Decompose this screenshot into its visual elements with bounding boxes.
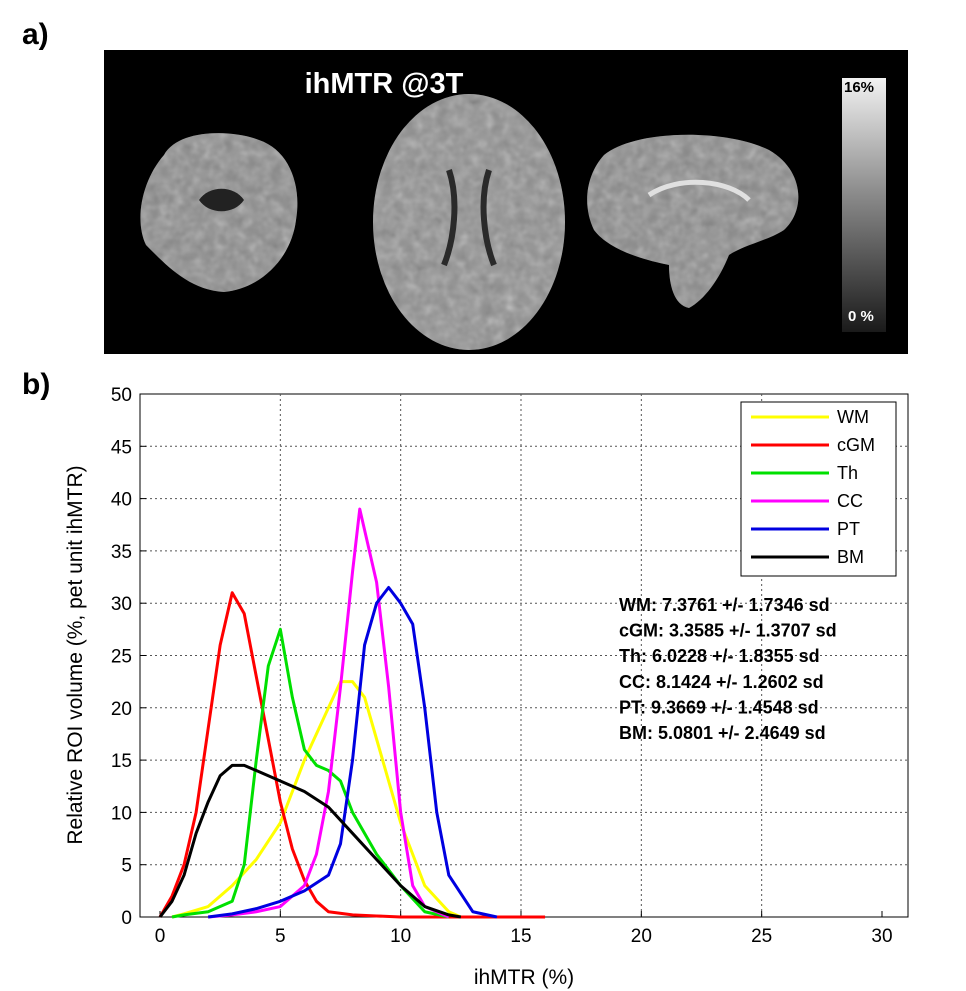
- y-tick-label: 15: [111, 751, 132, 772]
- series-line-pt: [207, 586, 498, 919]
- y-tick-label: 45: [111, 437, 132, 458]
- y-tick-label: 10: [111, 803, 132, 824]
- y-tick-label: 50: [111, 385, 132, 406]
- stat-annotation: cGM: 3.3585 +/- 1.3707 sd: [619, 621, 837, 641]
- x-tick-label: 5: [275, 926, 286, 947]
- legend-label-wm: WM: [837, 407, 869, 427]
- stat-annotation: CC: 8.1424 +/- 1.2602 sd: [619, 672, 824, 692]
- legend-label-cgm: cGM: [837, 435, 875, 455]
- y-axis-title: Relative ROI volume (%, pet unit ihMTR): [64, 465, 87, 844]
- colorbar: [842, 78, 886, 332]
- legend-label-bm: BM: [837, 547, 864, 567]
- panel-label-a: a): [22, 18, 49, 51]
- x-tick-label: 25: [751, 926, 772, 947]
- y-tick-label: 5: [121, 856, 132, 877]
- colorbar-min-label: 0 %: [848, 308, 874, 325]
- series-line-wm: [171, 680, 462, 919]
- colorbar-max-label: 16%: [844, 79, 875, 96]
- histogram-chart: 0 5 10 15 20 25 30 0 5 10 15 20 25 30 35 40 45 50 ihMTR (…: [64, 385, 909, 989]
- x-axis-title: ihMTR (%): [474, 966, 574, 989]
- stat-annotation: WM: 7.3761 +/- 1.7346 sd: [619, 595, 830, 615]
- coronal-slice: [140, 133, 298, 292]
- stats-annotations: WM: 7.3761 +/- 1.7346 sd cGM: 3.3585 +/- …: [619, 595, 837, 743]
- image-title: ihMTR @3T: [304, 68, 464, 100]
- legend-label-th: Th: [837, 463, 858, 483]
- x-tick-label: 0: [155, 926, 166, 947]
- brain-slices: [140, 94, 799, 350]
- stat-annotation: Th: 6.0228 +/- 1.8355 sd: [619, 646, 820, 666]
- legend-label-pt: PT: [837, 519, 860, 539]
- series-line-cc: [208, 507, 450, 919]
- y-tick-label: 0: [121, 908, 132, 929]
- y-tick-label: 35: [111, 542, 132, 563]
- axial-slice: [373, 94, 565, 350]
- legend-label-cc: CC: [837, 491, 863, 511]
- series-line-bm: [158, 763, 462, 919]
- stat-annotation: BM: 5.0801 +/- 2.4649 sd: [619, 723, 826, 743]
- y-tick-label: 25: [111, 647, 132, 668]
- brain-image-panel: ihMTR @3T 16% 0 %: [104, 50, 908, 354]
- legend: WM cGM Th CC PT BM: [740, 401, 897, 577]
- x-tick-label: 30: [871, 926, 892, 947]
- panel-label-b: b): [22, 368, 51, 401]
- x-tick-label: 20: [631, 926, 652, 947]
- y-tick-label: 40: [111, 490, 132, 511]
- series-line-th: [171, 627, 450, 919]
- sagittal-slice: [587, 134, 799, 308]
- x-tick-label: 15: [510, 926, 531, 947]
- y-tick-label: 30: [111, 594, 132, 615]
- stat-annotation: PT: 9.3669 +/- 1.4548 sd: [619, 697, 819, 717]
- x-tick-label: 10: [390, 926, 411, 947]
- series-lines: [158, 507, 546, 919]
- y-tick-label: 20: [111, 699, 132, 720]
- axis-ticks: 0 5 10 15 20 25 30 0 5 10 15 20 25 30 35 40 45 50: [111, 385, 893, 947]
- legend-box: [740, 401, 897, 577]
